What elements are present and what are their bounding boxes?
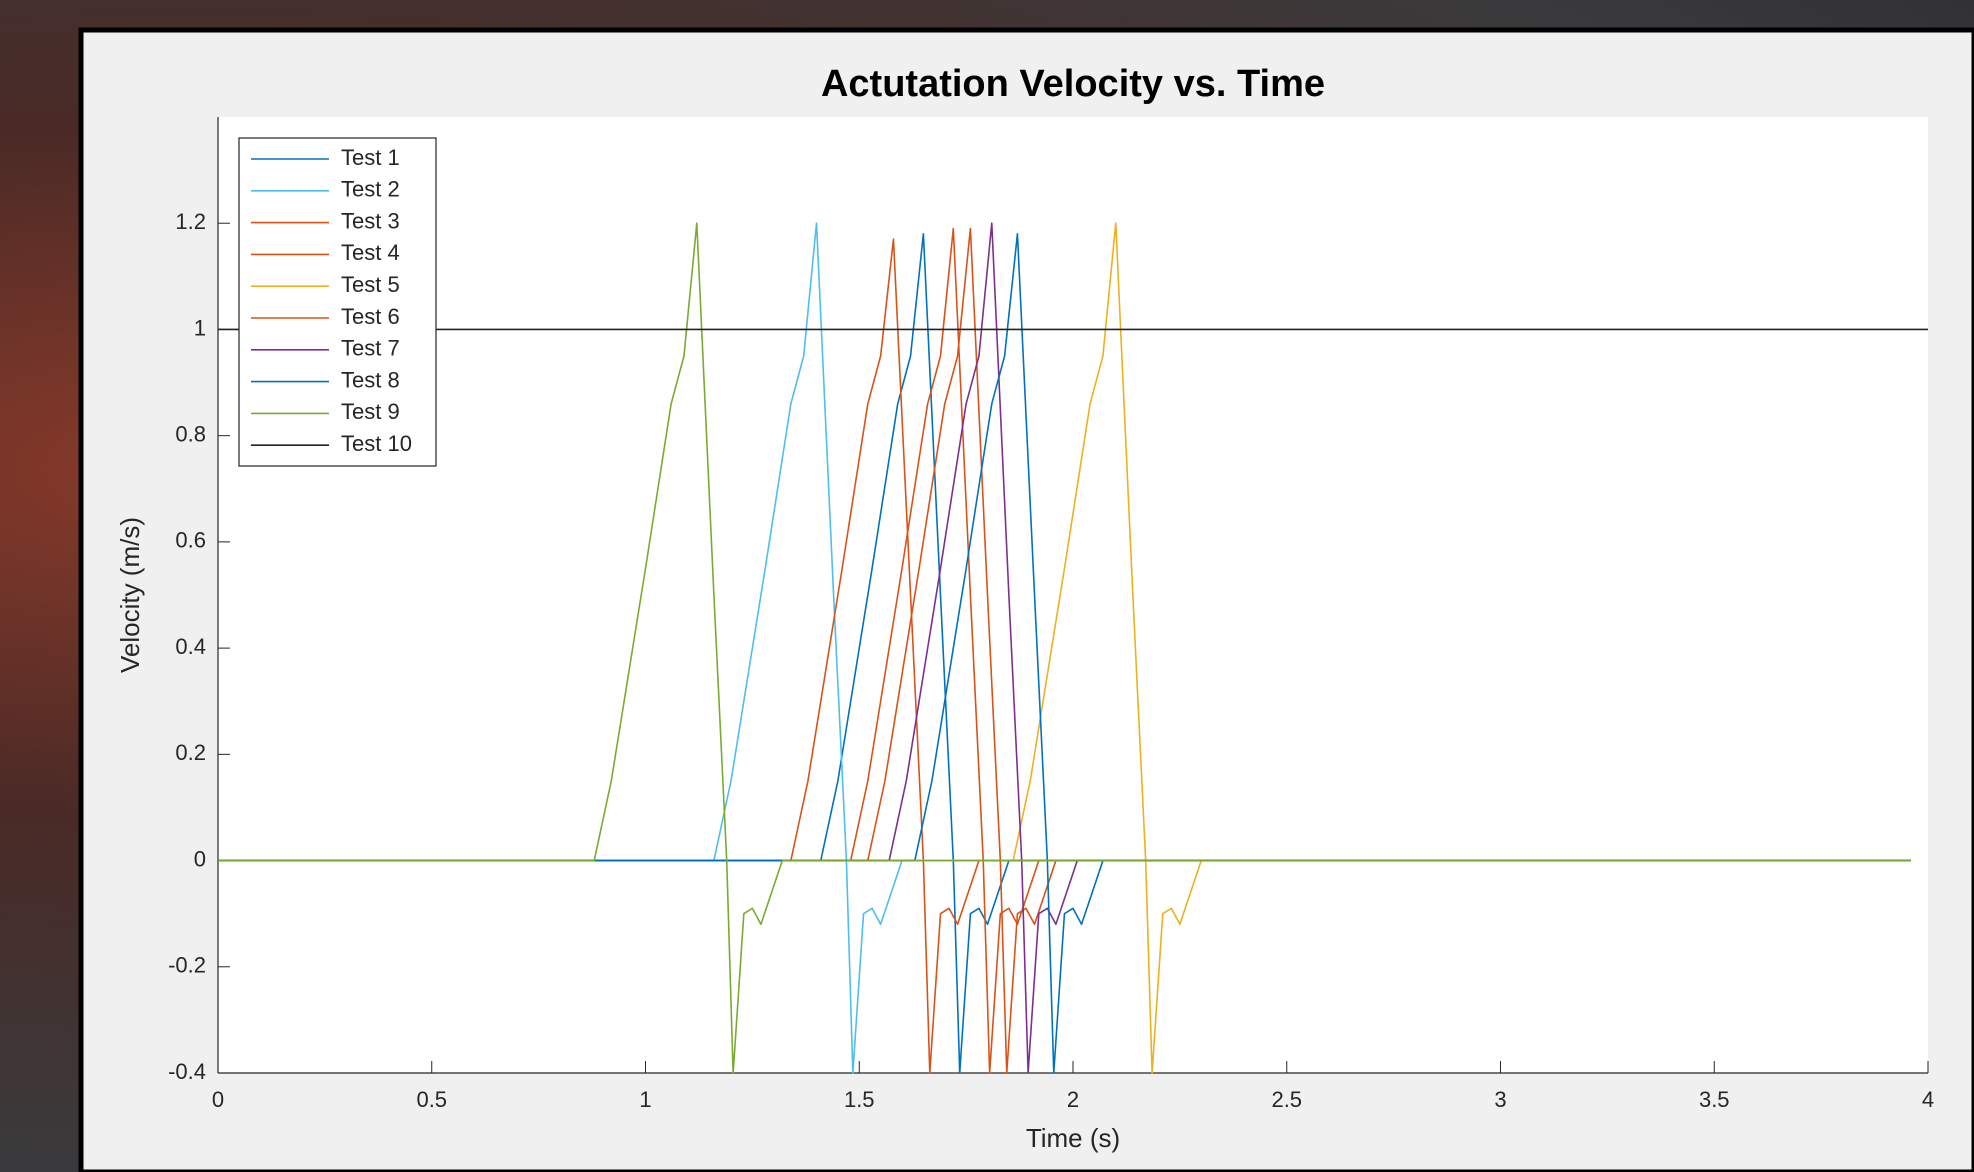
legend-label: Test 2 [341,177,400,202]
legend-label: Test 9 [341,399,400,424]
legend-label: Test 3 [341,208,400,233]
x-tick-label: 0 [212,1087,224,1112]
series-line [218,227,1911,1074]
x-tick-label: 2.5 [1271,1087,1302,1112]
y-tick-label: 0.2 [175,740,206,765]
y-tick-label: -0.2 [168,953,206,978]
series-line [218,222,1911,1074]
x-tick-label: 1.5 [844,1087,875,1112]
legend-label: Test 1 [341,145,400,170]
x-tick-label: 3.5 [1699,1087,1730,1112]
x-tick-label: 4 [1922,1087,1934,1112]
y-tick-label: 0 [194,846,206,871]
x-axis-label: Time (s) [1026,1123,1120,1153]
y-tick-label: 0.8 [175,421,206,446]
series-line [218,227,1911,1074]
y-tick-label: 0.6 [175,528,206,553]
legend-label: Test 4 [341,240,400,265]
series-line [218,222,1911,1074]
series-line [218,233,1911,1074]
y-tick-label: 1.2 [175,209,206,234]
y-axis-label: Velocity (m/s) [115,517,145,673]
legend-label: Test 6 [341,304,400,329]
series-line [218,222,1911,1074]
legend-label: Test 10 [341,431,412,456]
x-tick-label: 2 [1067,1087,1079,1112]
series-line [218,238,1911,1074]
y-tick-label: 1 [194,315,206,340]
legend-label: Test 8 [341,367,400,392]
x-tick-label: 0.5 [416,1087,447,1112]
chart-title: Actutation Velocity vs. Time [821,63,1325,105]
legend-label: Test 5 [341,272,400,297]
series-line [218,222,1911,1074]
legend-box [238,137,437,467]
plot-area [218,117,1928,1073]
x-tick-label: 1 [639,1087,651,1112]
legend-label: Test 7 [341,336,400,361]
y-tick-label: -0.4 [168,1059,206,1084]
x-tick-label: 3 [1494,1087,1506,1112]
y-tick-label: 0.4 [175,634,206,659]
